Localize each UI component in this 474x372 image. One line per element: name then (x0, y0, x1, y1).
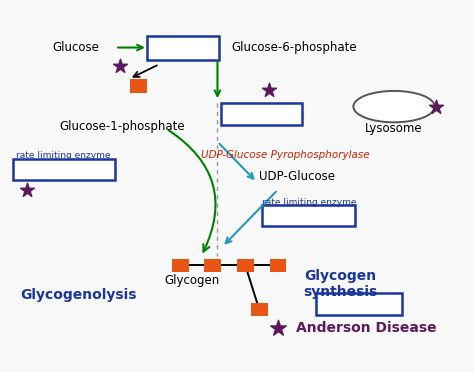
FancyBboxPatch shape (262, 205, 355, 226)
Point (432, 104, 440, 110)
Ellipse shape (354, 91, 435, 122)
FancyBboxPatch shape (316, 293, 402, 315)
FancyBboxPatch shape (221, 103, 302, 125)
FancyArrowPatch shape (169, 130, 216, 251)
Text: Glycogen: Glycogen (164, 274, 219, 287)
Text: UDP-Glucose Pyrophosphorylase: UDP-Glucose Pyrophosphorylase (201, 150, 370, 160)
Text: Glycogen
synthesis: Glycogen synthesis (303, 269, 378, 299)
Text: rate limiting enzyme: rate limiting enzyme (262, 198, 356, 207)
Text: Glucose-1-phosphate: Glucose-1-phosphate (59, 121, 185, 134)
FancyBboxPatch shape (130, 79, 147, 93)
Text: Glucose: Glucose (52, 41, 99, 54)
Text: rate limiting enzyme: rate limiting enzyme (16, 151, 111, 160)
Text: Glycogenolysis: Glycogenolysis (20, 288, 137, 302)
Point (265, 87, 273, 93)
FancyBboxPatch shape (270, 259, 286, 272)
Point (274, 325, 282, 331)
FancyBboxPatch shape (204, 259, 221, 272)
FancyBboxPatch shape (237, 259, 254, 272)
Point (23, 187, 31, 193)
FancyBboxPatch shape (172, 259, 189, 272)
Point (116, 63, 124, 69)
FancyBboxPatch shape (146, 36, 219, 60)
Text: Glucose-6-phosphate: Glucose-6-phosphate (231, 41, 357, 54)
Text: Anderson Disease: Anderson Disease (296, 321, 437, 335)
FancyBboxPatch shape (251, 303, 268, 316)
FancyBboxPatch shape (13, 159, 115, 180)
Text: Lysosome: Lysosome (365, 122, 423, 135)
Text: UDP-Glucose: UDP-Glucose (259, 170, 335, 183)
